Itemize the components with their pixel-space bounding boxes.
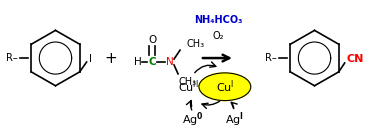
Text: Cu$^{\mathrm{II}}$: Cu$^{\mathrm{II}}$ <box>178 78 198 95</box>
Text: Ag$^{\mathbf{0}}$: Ag$^{\mathbf{0}}$ <box>182 110 204 129</box>
Text: C: C <box>148 57 156 67</box>
Text: Cu$^{\mathrm{I}}$: Cu$^{\mathrm{I}}$ <box>216 78 234 95</box>
Text: O₂: O₂ <box>212 31 224 41</box>
Text: NH₄HCO₃: NH₄HCO₃ <box>194 15 242 25</box>
Text: O: O <box>148 35 156 45</box>
Text: CH₃: CH₃ <box>178 77 196 87</box>
Text: Ag$^{\mathbf{I}}$: Ag$^{\mathbf{I}}$ <box>225 110 244 129</box>
Text: I: I <box>88 54 91 64</box>
Text: R–: R– <box>6 53 18 63</box>
Text: R–: R– <box>265 53 277 63</box>
Text: CH₃: CH₃ <box>186 39 204 49</box>
Text: CN: CN <box>347 54 364 64</box>
Text: N: N <box>166 57 174 67</box>
Ellipse shape <box>199 73 251 101</box>
Text: H: H <box>134 57 142 67</box>
Text: +: + <box>104 51 117 66</box>
